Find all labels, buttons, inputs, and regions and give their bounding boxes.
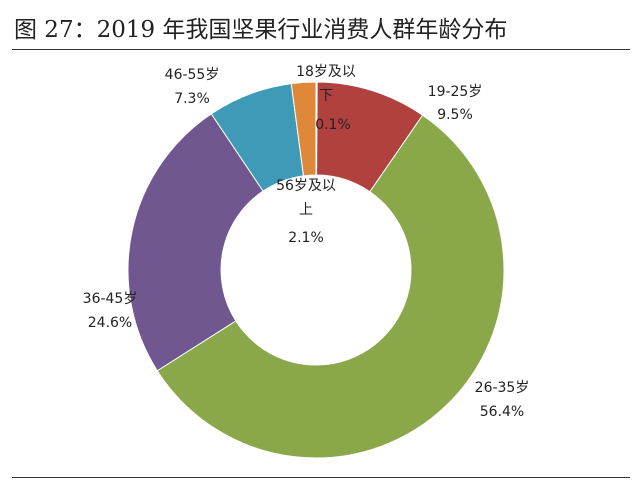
- data-label: 0.1%: [315, 117, 351, 133]
- bottom-rule: [12, 477, 630, 478]
- data-label: 9.5%: [437, 107, 473, 123]
- category-label: 26-35岁: [475, 380, 530, 396]
- data-label: 56.4%: [480, 404, 524, 420]
- category-label: 18岁及以: [296, 64, 356, 80]
- data-label: 2.1%: [288, 230, 324, 246]
- category-label: 46-55岁: [165, 67, 220, 83]
- category-label: 56岁及以: [276, 178, 336, 194]
- category-label: 19-25岁: [428, 84, 483, 100]
- category-label: 下: [319, 88, 333, 104]
- slice-3: [127, 113, 264, 372]
- data-label: 7.3%: [174, 91, 210, 107]
- category-label: 36-45岁: [83, 291, 138, 307]
- data-label: 24.6%: [88, 315, 132, 331]
- category-label: 上: [299, 202, 313, 218]
- chart-title: 图 27：2019 年我国坚果行业消费人群年龄分布: [14, 17, 508, 43]
- title-rule: [12, 49, 630, 50]
- slice-5: [290, 81, 317, 177]
- slice-2: [156, 114, 505, 459]
